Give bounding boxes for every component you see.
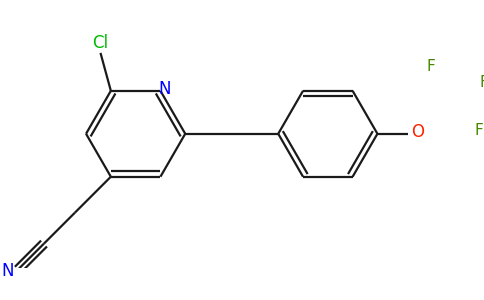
Text: O: O [411,123,424,141]
Text: N: N [1,262,14,280]
Text: N: N [158,80,171,98]
Text: F: F [426,59,435,74]
Text: F: F [479,75,484,90]
Text: F: F [474,123,483,138]
Text: Cl: Cl [92,34,108,52]
